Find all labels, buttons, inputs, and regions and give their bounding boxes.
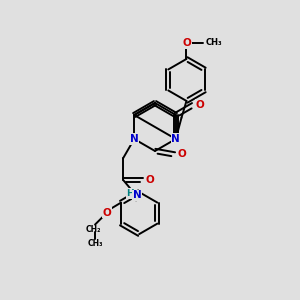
Text: CH₂: CH₂ <box>85 225 101 234</box>
Text: N: N <box>130 134 139 144</box>
Text: O: O <box>103 208 111 218</box>
Text: N: N <box>171 134 180 144</box>
Text: O: O <box>182 38 191 48</box>
Text: O: O <box>177 149 186 160</box>
Text: CH₃: CH₃ <box>206 38 222 47</box>
Text: O: O <box>196 100 205 110</box>
Text: N: N <box>133 190 141 200</box>
Text: CH₃: CH₃ <box>87 239 103 248</box>
Text: N: N <box>171 134 180 144</box>
Text: H: H <box>126 189 134 198</box>
Text: O: O <box>146 175 154 185</box>
